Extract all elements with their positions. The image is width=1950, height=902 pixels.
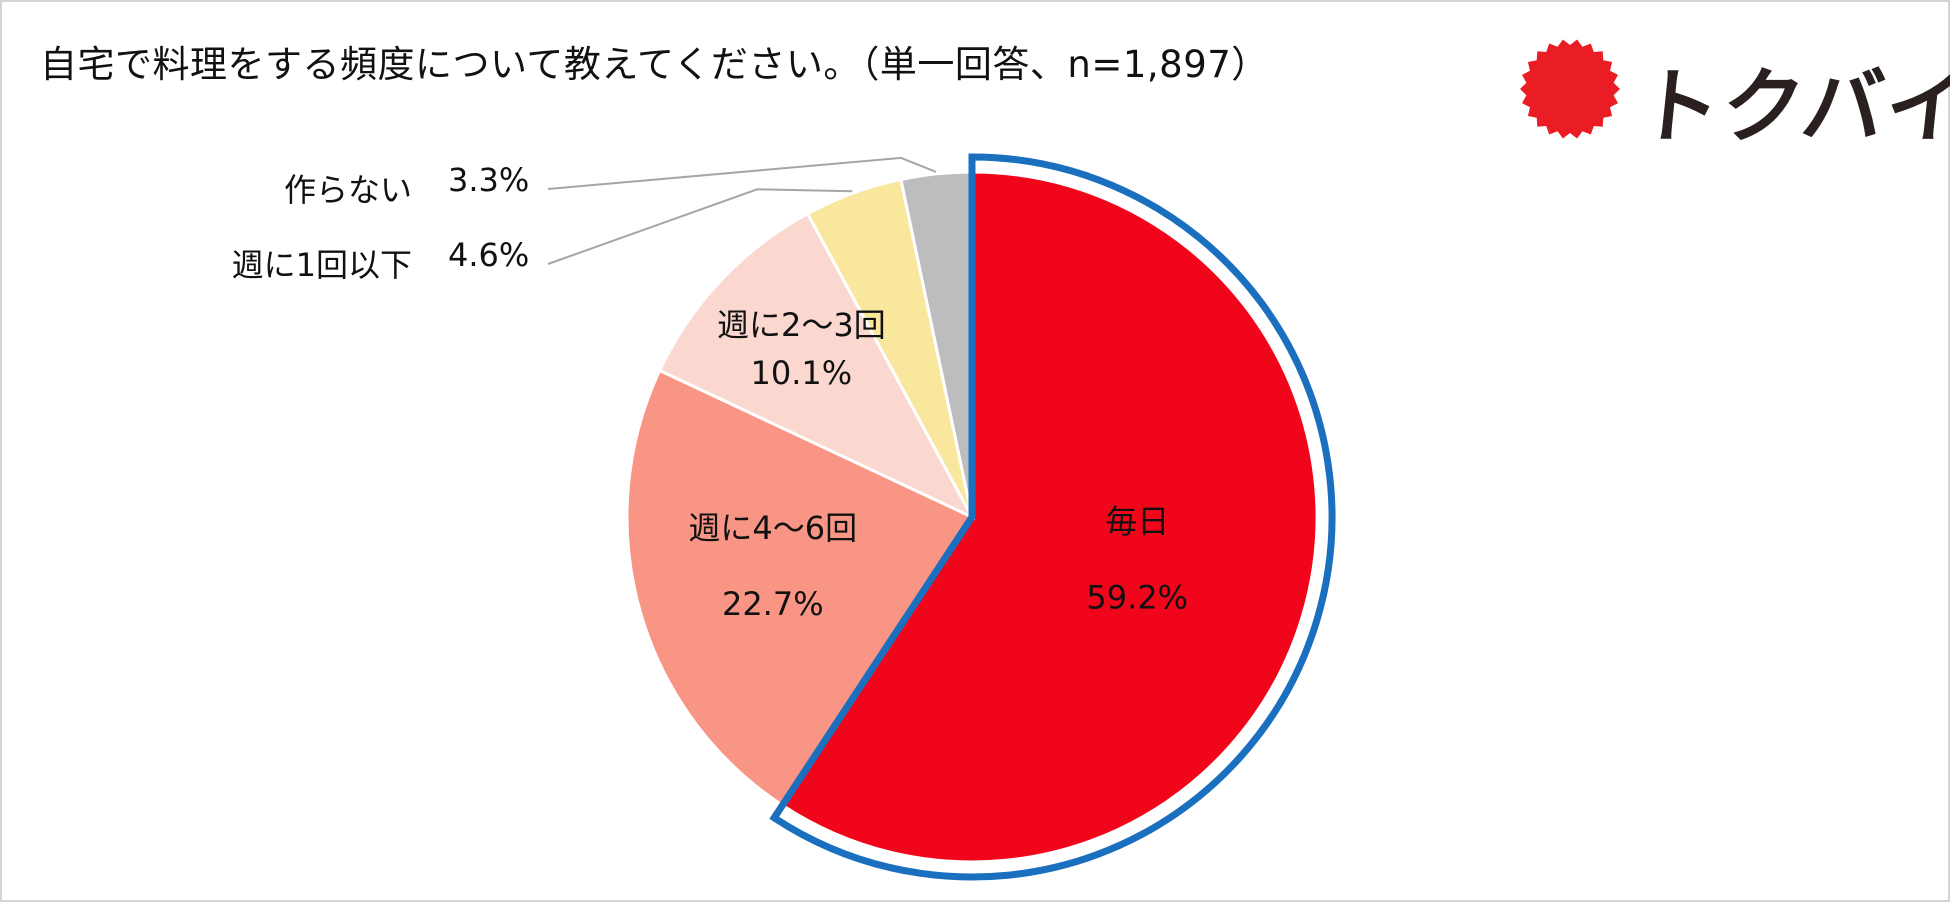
pie-slice-0 xyxy=(780,170,1319,864)
logo-starburst-icon xyxy=(1520,39,1620,139)
pie-label-2: 週に2～3回 xyxy=(717,306,886,344)
pie-slice-2 xyxy=(657,211,976,521)
leader-line-3 xyxy=(547,188,853,265)
pie-label-0: 毎日 xyxy=(1105,502,1169,540)
pie-value-1: 22.7% xyxy=(722,585,824,623)
pie-value-0: 59.2% xyxy=(1086,578,1188,616)
pie-slice-1 xyxy=(625,368,975,808)
leader-line-4 xyxy=(547,156,937,190)
chart-title: 自宅で料理をする頻度について教えてください。（単一回答、n=1,897） xyxy=(40,43,1269,86)
pie-value-3: 4.6% xyxy=(448,236,529,274)
tokubai-logo: トクバイ xyxy=(1515,34,1950,155)
highlight-outline xyxy=(769,153,1336,881)
pie-label-3: 週に1回以下 xyxy=(232,246,412,284)
pie-label-4: 作らない xyxy=(284,171,412,209)
pie-value-2: 10.1% xyxy=(751,354,853,392)
pie-value-4: 3.3% xyxy=(448,161,529,199)
pie-label-1: 週に4～6回 xyxy=(688,509,857,547)
